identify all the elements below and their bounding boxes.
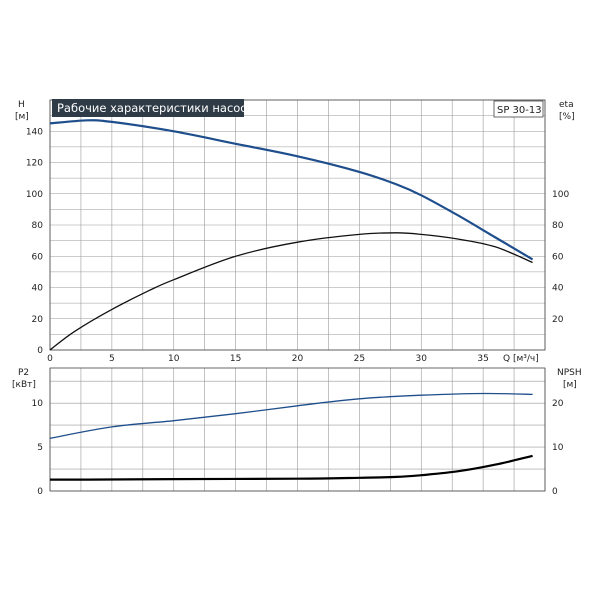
- y-right-tick-label-bottom: 20: [552, 399, 564, 409]
- y-right-tick-label-top: 100: [552, 190, 569, 200]
- tick-labels: 0 5 10 15 20 25 30 3502040608010012014020406080…: [26, 127, 570, 497]
- y-right-unit-bottom: [м]: [563, 380, 577, 390]
- y-right-tick-label-bottom: 10: [552, 443, 564, 453]
- y-left-unit-bottom: [кВт]: [12, 380, 36, 390]
- y-right-title-bottom: NPSH: [557, 368, 582, 378]
- y-left-tick-label-bottom: 10: [32, 399, 44, 409]
- bottom-panel-grid: [49, 368, 546, 492]
- y-left-tick-label-bottom: 0: [37, 487, 43, 497]
- model-label-box: [493, 100, 544, 118]
- x-tick-label: 30: [416, 354, 428, 364]
- y-right-tick-label-top: 40: [552, 284, 564, 294]
- x-tick-label: 10: [168, 354, 180, 364]
- y-right-title-top: eta: [559, 100, 574, 110]
- y-right-tick-label-top: 20: [552, 315, 564, 325]
- head-curve-line: [49, 119, 534, 261]
- chart-title: Рабочие характеристики насоса: [57, 101, 254, 115]
- bottom-panel-frame: [49, 367, 546, 492]
- y-right-tick-label-bottom: 0: [552, 487, 558, 497]
- top-panel-frame: [49, 99, 546, 351]
- power-p2-curve-line: [49, 392, 533, 439]
- y-left-title-top: H: [18, 100, 25, 110]
- y-left-title-bottom: P2: [18, 368, 29, 378]
- x-tick-label: 0: [47, 354, 53, 364]
- y-left-unit-top: [м]: [15, 112, 29, 122]
- x-tick-label: 25: [354, 354, 365, 364]
- x-tick-label: 35: [477, 354, 488, 364]
- efficiency-curve-line: [49, 232, 533, 351]
- y-right-unit-top: [%]: [559, 112, 575, 122]
- top-panel-grid: [49, 99, 546, 351]
- x-tick-label: 15: [230, 354, 241, 364]
- y-left-tick-label-top: 60: [32, 252, 44, 262]
- y-left-tick-label-top: 80: [32, 221, 44, 231]
- x-axis-title: Q [м³/ч]: [503, 354, 539, 364]
- y-left-tick-label-top: 100: [26, 190, 43, 200]
- y-left-tick-label-top: 120: [26, 159, 43, 169]
- y-right-tick-label-top: 60: [552, 252, 564, 262]
- chart-title-box: [52, 99, 244, 117]
- series-lines: [49, 119, 534, 481]
- x-tick-label: 5: [109, 354, 115, 364]
- npsh-curve-line: [49, 454, 533, 481]
- y-left-tick-label-top: 20: [32, 315, 44, 325]
- y-left-tick-label-top: 140: [26, 127, 43, 137]
- y-right-tick-label-top: 80: [552, 221, 564, 231]
- x-tick-label: 20: [292, 354, 304, 364]
- model-label: SP 30-13: [497, 105, 542, 116]
- y-left-tick-label-bottom: 5: [37, 443, 43, 453]
- y-left-tick-label-top: 0: [37, 346, 43, 356]
- y-left-tick-label-top: 40: [32, 284, 44, 294]
